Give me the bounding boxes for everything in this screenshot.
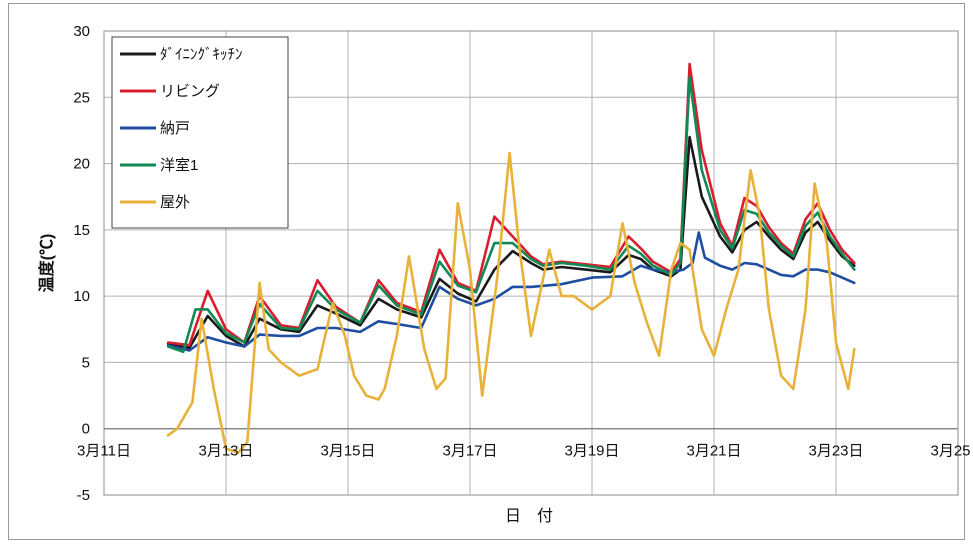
y-tick-label: 15: [73, 222, 90, 239]
y-tick-label: -5: [77, 487, 90, 504]
series-line-2: [166, 231, 856, 352]
x-axis-title: 日 付: [505, 507, 553, 525]
y-axis-title: 温度(℃): [37, 234, 56, 294]
y-tick-label: 0: [82, 421, 90, 438]
x-tick-label: 3月15日: [320, 443, 375, 460]
x-tick-label: 3月11日: [77, 443, 131, 460]
plot-area-border: [103, 30, 959, 496]
series-lines: [166, 62, 856, 454]
legend-label-4: 屋外: [160, 194, 190, 211]
legend-label-0: ﾀﾞｲﾆﾝｸﾞｷｯﾁﾝ: [160, 46, 243, 63]
y-tick-label: 25: [73, 89, 90, 106]
x-tick-label: 3月23日: [808, 443, 863, 460]
x-tick-label: 3月21日: [686, 443, 741, 460]
legend-label-2: 納戸: [160, 120, 190, 137]
series-line-0: [166, 135, 856, 350]
series-line-4: [166, 151, 856, 454]
y-tick-label: 10: [73, 288, 90, 305]
legend-label-3: 洋室1: [160, 157, 198, 174]
y-tick-labels: 30 25 20 15 10 5 0 -5: [73, 23, 90, 504]
x-tick-label: 3月13日: [198, 443, 253, 460]
y-tick-label: 30: [73, 23, 90, 40]
x-tick-label: 3月19日: [564, 443, 619, 460]
x-tick-label: 3月17日: [442, 443, 497, 460]
legend-label-1: リビング: [160, 83, 220, 100]
y-tick-label: 20: [73, 156, 90, 173]
legend-box: [111, 36, 289, 229]
y-tick-label: 5: [82, 354, 90, 371]
